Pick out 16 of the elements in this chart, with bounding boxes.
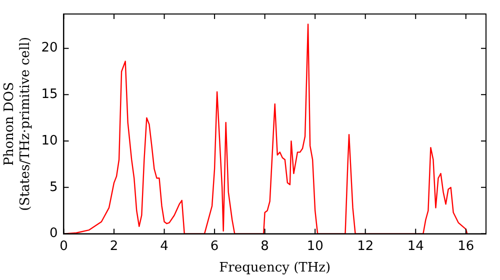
y-tick-label: 10 (41, 133, 58, 148)
y-axis-title: Phonon DOS (States/THz·primitive cell) (2, 36, 33, 211)
y-tick-label: 20 (41, 40, 58, 56)
y-tick-label: 15 (41, 87, 58, 102)
x-tick-label: 8 (260, 238, 269, 254)
x-tick-label: 14 (407, 238, 424, 254)
x-axis-title: Frequency (THz) (219, 260, 331, 276)
x-tick-label: 10 (306, 238, 324, 254)
x-tick-label: 2 (110, 238, 118, 254)
x-tick-label: 4 (160, 238, 168, 254)
y-tick-label: 5 (49, 180, 58, 195)
x-tick-label: 16 (458, 238, 474, 254)
y-tick-label: 0 (49, 226, 58, 242)
x-tick-label: 0 (60, 238, 68, 254)
x-tick-label: 6 (210, 238, 219, 254)
x-tick-label: 12 (357, 238, 374, 254)
